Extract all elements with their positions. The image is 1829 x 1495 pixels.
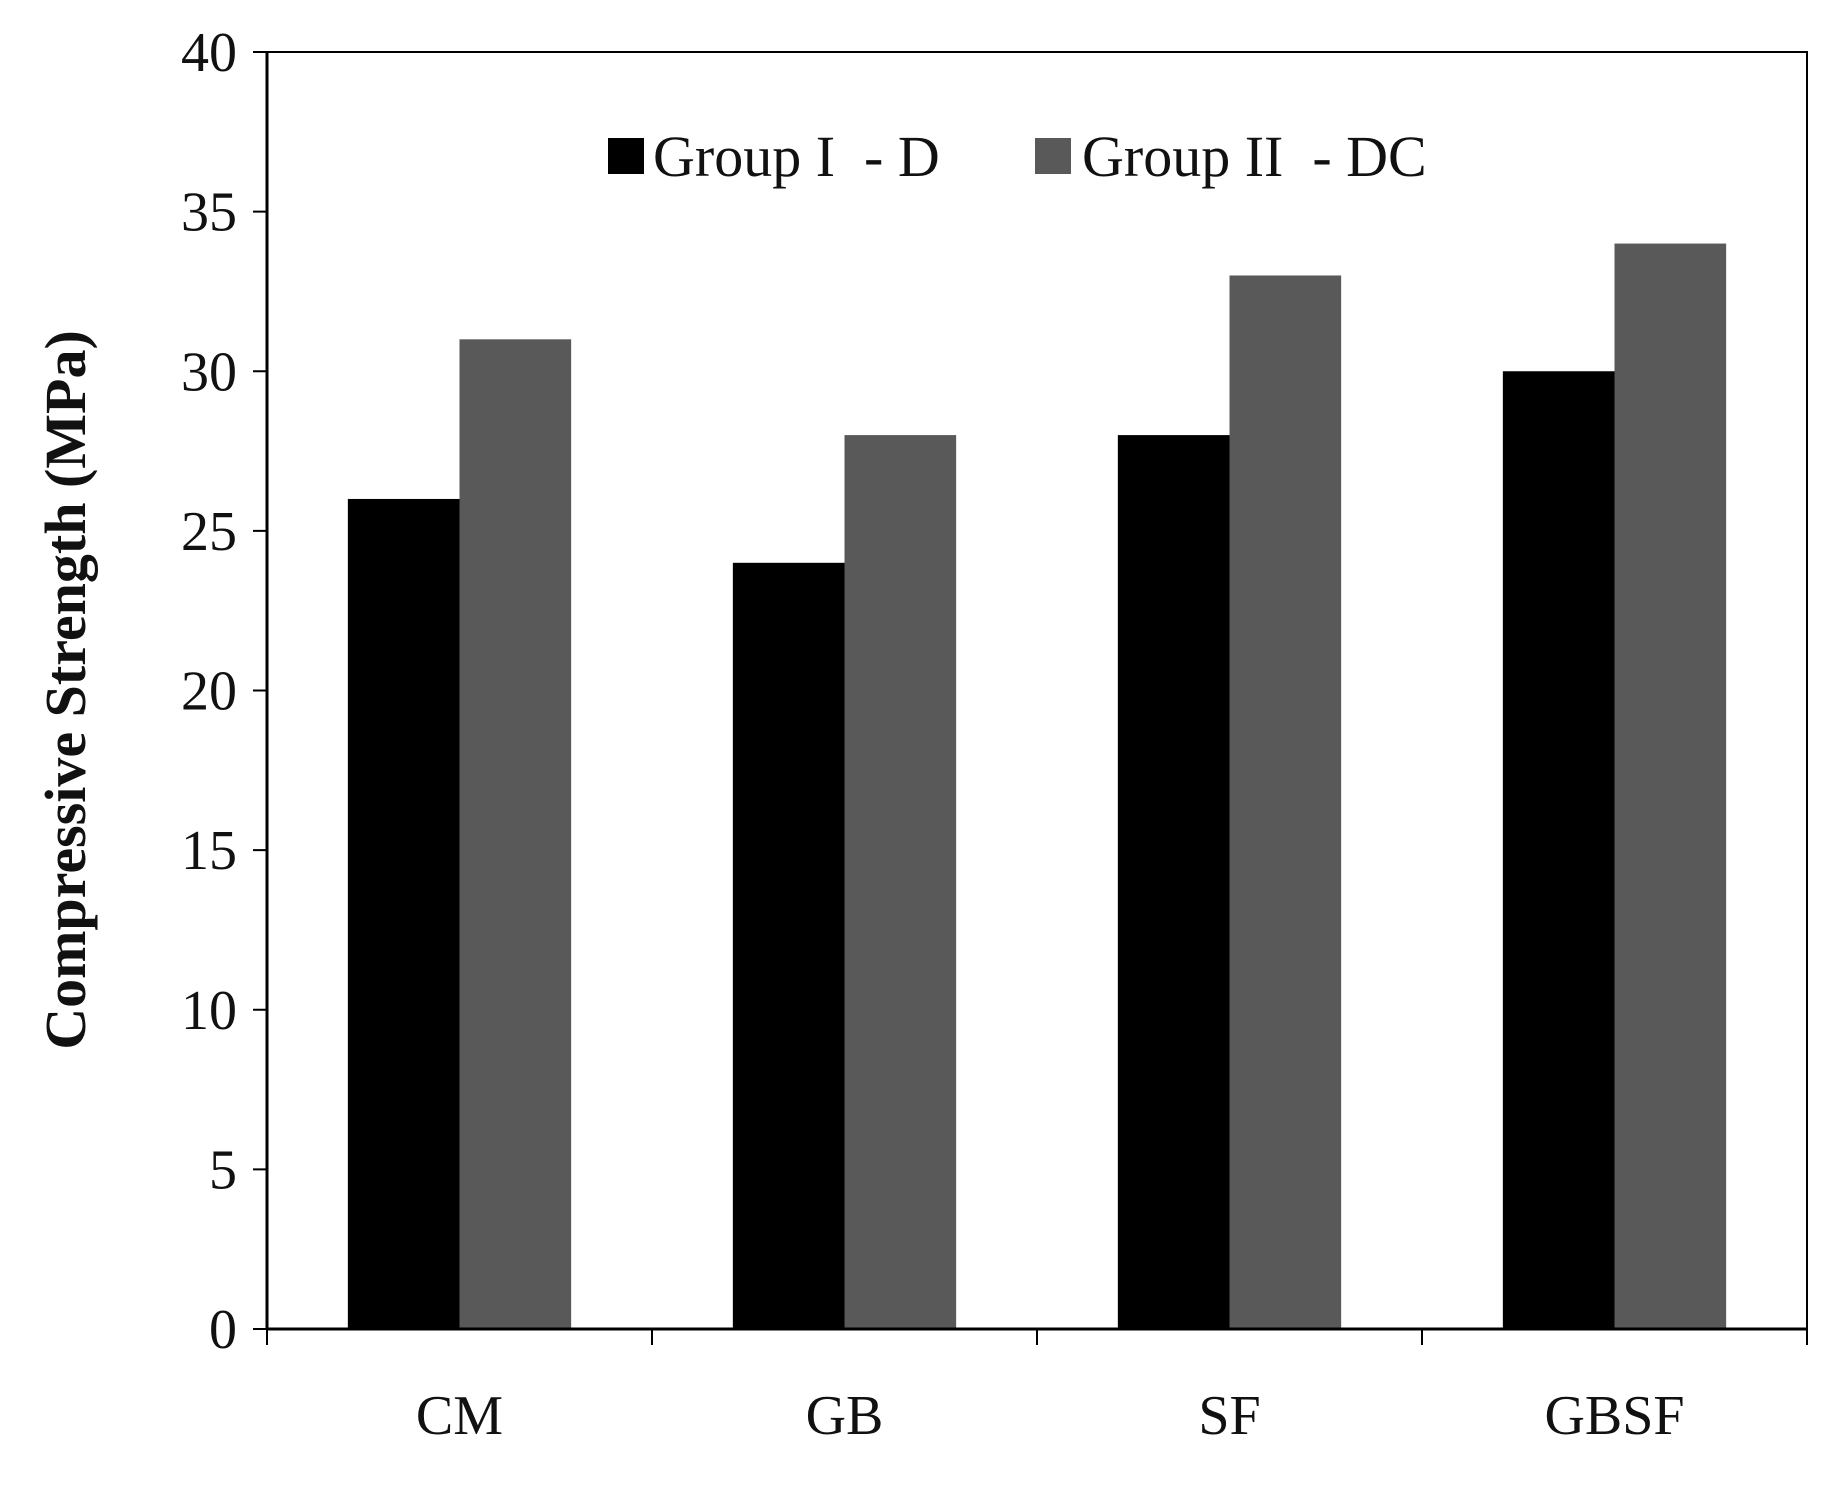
bar-cm-series-1 [347,498,460,1329]
legend-swatch-group-2 [1035,138,1071,174]
x-category-label: GB [806,1385,884,1447]
bar-gb-series-1 [732,562,845,1329]
y-axis-title: Compressive Strength (MPa) [33,330,98,1050]
x-category-label: SF [1198,1385,1260,1447]
y-tick-label: 30 [181,341,237,403]
y-tick-label: 15 [181,820,237,882]
y-tick-label: 0 [209,1299,237,1361]
legend-label-group-2: Group II - DC [1082,124,1427,189]
legend-label-group-1: Group I - D [653,124,940,189]
x-category-label: GBSF [1544,1385,1684,1447]
bar-gbsf-series-1 [1502,371,1615,1329]
y-tick-label: 5 [209,1139,237,1201]
legend: Group I - D Group II - DC [608,124,1427,189]
bar-sf-series-2 [1229,275,1342,1330]
bar-gb-series-2 [844,435,957,1330]
x-axis: CM GB SF GBSF [266,1327,1808,1447]
bar-gbsf-series-2 [1614,243,1727,1329]
bar-cm-series-2 [459,339,572,1329]
y-tick-label: 35 [181,182,237,244]
y-tick-label: 10 [181,980,237,1042]
y-tick-label: 40 [181,22,237,84]
y-axis: 0 5 10 15 20 25 30 35 40 [181,22,269,1361]
x-category-label: CM [416,1385,503,1447]
bars-layer [347,243,1727,1330]
y-tick-label: 25 [181,501,237,563]
bar-sf-series-1 [1117,435,1230,1330]
legend-swatch-group-1 [608,138,644,174]
y-tick-label: 20 [181,661,237,723]
